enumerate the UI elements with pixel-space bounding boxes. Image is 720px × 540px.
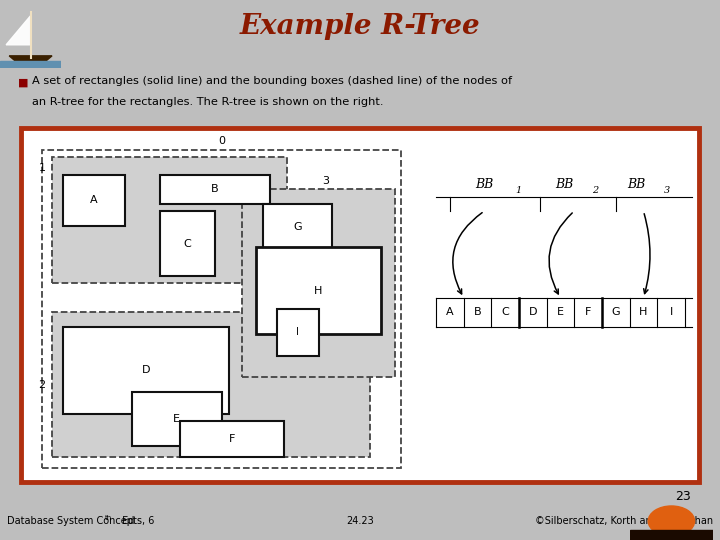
Text: 3: 3 [322,176,329,186]
Text: BB: BB [627,178,646,191]
Text: BB: BB [555,178,573,191]
Bar [180,421,284,457]
Bar [0,61,61,68]
Text: B: B [474,307,481,318]
Text: I: I [670,307,672,318]
Text: H: H [639,307,647,318]
Text: B: B [211,184,219,194]
Bar [630,530,713,540]
Text: 1: 1 [516,186,522,195]
Text: G: G [294,222,302,232]
FancyArrowPatch shape [644,214,650,294]
Bar [53,157,287,284]
Text: Example R-Tree: Example R-Tree [240,13,480,40]
Bar [53,157,287,284]
Text: 23: 23 [675,490,691,503]
Text: I: I [297,327,300,338]
Polygon shape [9,56,52,61]
Bar [264,204,333,251]
Text: A: A [90,195,98,205]
Text: 2: 2 [38,380,45,390]
Text: E: E [174,414,180,424]
Bar [256,247,381,334]
Bar [277,309,318,356]
Text: 24.23: 24.23 [346,516,374,526]
Bar [132,392,222,446]
Text: F: F [585,307,591,318]
Text: C: C [184,239,191,248]
Text: D: D [528,307,537,318]
Circle shape [648,506,695,536]
Text: 1: 1 [38,163,45,173]
Text: E: E [557,307,564,318]
Bar [243,190,395,377]
Text: Database System Concepts, 6: Database System Concepts, 6 [7,516,155,526]
Text: BB: BB [475,178,493,191]
Text: A set of rectangles (solid line) and the bounding boxes (dashed line) of the nod: A set of rectangles (solid line) and the… [32,77,512,86]
Text: an R-tree for the rectangles. The R-tree is shown on the right.: an R-tree for the rectangles. The R-tree… [32,97,383,107]
Text: 2: 2 [592,186,598,195]
Bar [63,327,229,414]
Text: 3: 3 [664,186,670,195]
FancyArrowPatch shape [453,213,482,294]
Text: 0: 0 [218,136,225,146]
Text: A: A [446,307,454,318]
Text: G: G [611,307,620,318]
Text: th: th [104,515,112,522]
Text: F: F [229,434,235,444]
Polygon shape [6,16,30,45]
Bar [160,175,270,204]
Text: C: C [501,307,509,318]
Bar [53,312,370,457]
FancyArrowPatch shape [549,213,572,294]
Bar [53,312,370,457]
Text: Ed.: Ed. [119,516,138,526]
Bar [160,211,215,276]
Text: H: H [315,286,323,295]
Bar [63,175,125,226]
Text: ©Silberschatz, Korth and Sudarshan: ©Silberschatz, Korth and Sudarshan [535,516,713,526]
Text: ■: ■ [18,78,28,88]
Bar [243,190,395,377]
Text: D: D [141,365,150,375]
Bar [42,150,402,468]
